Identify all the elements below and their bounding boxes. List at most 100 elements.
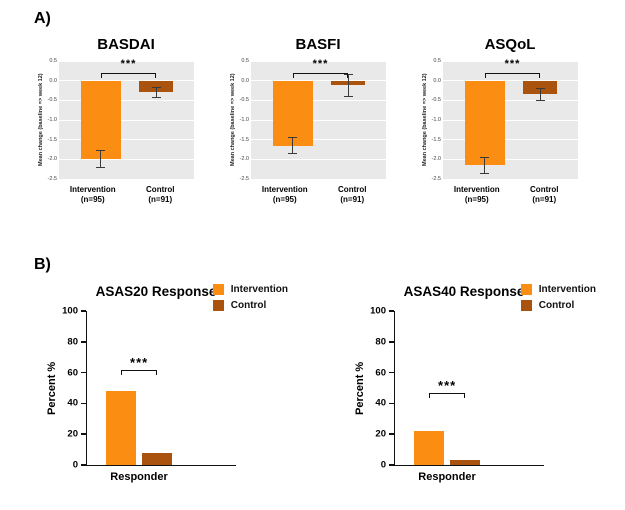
gridline xyxy=(251,158,386,160)
y-tick-label: -1.0 xyxy=(239,117,249,123)
bar-intervention xyxy=(464,80,506,166)
gridline xyxy=(59,99,194,101)
chart-basdai: BASDAI Mean change (baseline => week 12)… xyxy=(36,36,194,206)
gridline xyxy=(59,178,194,180)
gridline xyxy=(251,80,386,82)
error-bar-cap xyxy=(535,99,545,101)
gridline xyxy=(443,119,578,121)
panel-b-label: B) xyxy=(34,256,51,273)
gridline xyxy=(443,80,578,82)
bar-intervention xyxy=(272,80,314,146)
category-label: Intervention xyxy=(453,185,500,194)
gridline xyxy=(251,178,386,180)
y-tick-mark xyxy=(81,310,86,312)
significance-stars: *** xyxy=(130,354,149,370)
category-label: Control xyxy=(530,185,559,194)
bar-control xyxy=(139,80,174,93)
y-tick-label: -2.5 xyxy=(239,176,249,182)
y-tick-label: -0.5 xyxy=(239,97,249,104)
gridline xyxy=(251,99,386,101)
y-tick-label: 80 xyxy=(67,336,78,348)
y-tick-label: 0.0 xyxy=(241,77,249,84)
y-tick-label: 20 xyxy=(375,428,386,440)
error-bar xyxy=(539,88,541,101)
category-n: (n=91) xyxy=(532,195,557,205)
y-tick-label: -0.5 xyxy=(47,97,57,104)
error-bar xyxy=(484,157,486,174)
x-category-control: Control (n=91) xyxy=(511,185,579,206)
legend-item-intervention: Intervention xyxy=(212,284,288,295)
error-bar-cap xyxy=(288,152,298,154)
chart-title: BASFI xyxy=(295,36,341,53)
error-bar-cap xyxy=(480,156,490,158)
y-tick-mark xyxy=(389,433,394,435)
chart-body: Percent % 0 20 40 60 80 100 *** xyxy=(354,306,606,471)
y-tick-label: -1.0 xyxy=(47,117,57,123)
x-category-control: Control (n=91) xyxy=(319,185,387,206)
significance-bracket xyxy=(100,72,157,78)
y-tick-mark xyxy=(81,464,86,466)
chart-basfi: BASFI Mean change (baseline => week 12) … xyxy=(228,36,386,206)
category-n: (n=91) xyxy=(148,195,173,205)
legend-item-control: Control xyxy=(520,300,596,311)
gridline xyxy=(59,139,194,141)
significance-stars: *** xyxy=(438,377,457,393)
error-bar-cap xyxy=(343,73,353,75)
y-tick-label: 0 xyxy=(72,459,78,471)
y-tick-label: -1.0 xyxy=(431,117,441,123)
chart-title: ASAS40 Response xyxy=(403,284,525,299)
y-axis-ticks: 0 20 40 60 80 100 xyxy=(62,306,86,471)
bar-control xyxy=(523,80,558,95)
category-label: Intervention xyxy=(261,185,308,194)
x-axis-label: Responder xyxy=(418,471,476,483)
y-tick-mark xyxy=(389,402,394,405)
legend: Intervention Control xyxy=(212,284,288,316)
y-tick-mark xyxy=(389,371,394,374)
error-bar-cap xyxy=(151,96,161,98)
plot-area: *** xyxy=(394,311,544,466)
y-tick-label: 60 xyxy=(67,367,78,379)
y-axis-label: Mean change (baseline => week 12) xyxy=(230,73,236,167)
legend-swatch-control-icon xyxy=(212,300,224,311)
y-tick-label: -2.5 xyxy=(47,176,57,182)
category-label: Intervention xyxy=(69,185,116,194)
bar-control xyxy=(450,460,480,465)
y-tick-label: -2.0 xyxy=(431,156,441,163)
plot-area: *** xyxy=(251,58,386,180)
legend-label: Control xyxy=(538,300,575,311)
bar-intervention xyxy=(80,80,122,160)
x-axis-labels: Intervention (n=95) Control (n=91) xyxy=(59,185,194,206)
category-n: (n=95) xyxy=(464,195,489,205)
x-axis-labels: Intervention (n=95) Control (n=91) xyxy=(251,185,386,206)
chart-asas40: ASAS40 Response Intervention Control Per… xyxy=(354,284,606,483)
legend-swatch-control-icon xyxy=(520,300,532,311)
bar-intervention xyxy=(414,431,445,465)
legend-item-intervention: Intervention xyxy=(520,284,596,295)
y-tick-label: 80 xyxy=(375,336,386,348)
y-tick-label: 0 xyxy=(380,459,386,471)
y-tick-mark xyxy=(81,341,86,343)
x-category-control: Control (n=91) xyxy=(127,185,195,206)
significance-bracket xyxy=(429,392,466,398)
gridline xyxy=(59,60,194,62)
plot-area: *** xyxy=(443,58,578,180)
x-axis-label: Responder xyxy=(110,471,168,483)
gridline xyxy=(443,60,578,62)
significance-bracket xyxy=(292,72,349,78)
y-tick-label: 60 xyxy=(375,367,386,379)
panel-b: ASAS20 Response Intervention Control Per… xyxy=(46,284,606,483)
bar-control xyxy=(142,452,172,465)
chart-body: Percent % 0 20 40 60 80 100 *** xyxy=(46,306,298,471)
gridline xyxy=(59,119,194,121)
x-category-intervention: Intervention (n=95) xyxy=(443,185,511,206)
y-tick-mark xyxy=(81,402,86,405)
gridline xyxy=(443,158,578,160)
error-bar-cap xyxy=(96,150,106,152)
chart-body: Mean change (baseline => week 12) 0.5 0.0… xyxy=(228,58,386,182)
y-tick-label: -2.5 xyxy=(431,176,441,182)
y-tick-mark xyxy=(389,341,394,343)
gridline xyxy=(59,158,194,160)
error-bar-cap xyxy=(96,167,106,169)
y-axis-ticks: 0.5 0.0 -0.5 -1.0 -1.5 -2.0 -2.5 xyxy=(238,58,251,182)
y-axis-ticks: 0.5 0.0 -0.5 -1.0 -1.5 -2.0 -2.5 xyxy=(46,58,59,182)
